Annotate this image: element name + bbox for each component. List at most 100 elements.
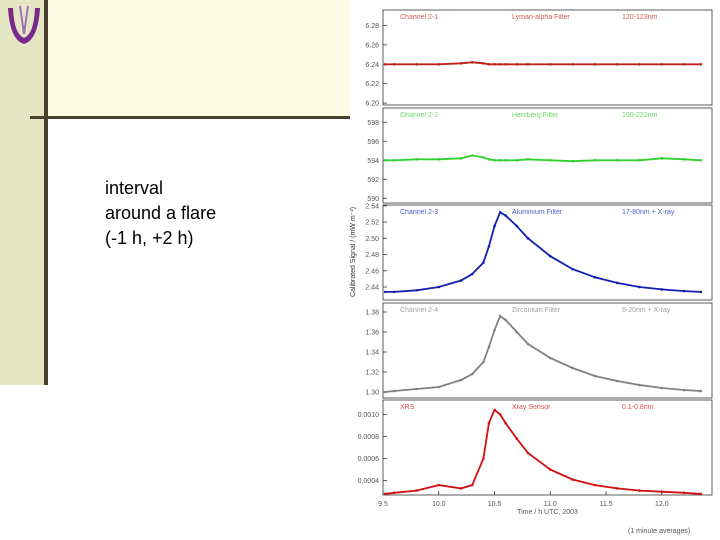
- header-rule: [30, 116, 350, 119]
- data-point: [383, 158, 387, 162]
- data-point: [571, 366, 574, 370]
- data-point: [593, 483, 597, 487]
- panel-annotation: 6-20nm + X-ray: [622, 307, 671, 314]
- data-point: [415, 62, 418, 66]
- data-point: [682, 491, 686, 495]
- data-point: [515, 437, 519, 440]
- data-point: [548, 158, 552, 162]
- data-point: [515, 158, 519, 162]
- panel-frame: [382, 204, 713, 301]
- data-point: [638, 489, 641, 492]
- data-point: [437, 483, 441, 487]
- data-point: [470, 154, 474, 157]
- data-point: [437, 285, 441, 289]
- panel-subtitle: Xray Sensor: [512, 404, 551, 411]
- data-point: [699, 492, 703, 496]
- data-point: [482, 62, 485, 65]
- data-point: [638, 62, 641, 66]
- side-bar: [44, 0, 48, 385]
- data-point: [459, 378, 463, 382]
- panel-annotation: 0.1-0.8nm: [622, 404, 654, 411]
- y-tick-label: 596: [367, 139, 379, 146]
- data-point: [593, 275, 597, 279]
- data-point: [548, 254, 552, 258]
- data-point: [470, 272, 474, 276]
- data-point: [504, 62, 507, 66]
- panel-title: XRS: [400, 404, 415, 411]
- data-point: [615, 379, 619, 383]
- data-point: [498, 211, 502, 214]
- panel-annotation: 120-123nm: [622, 14, 658, 21]
- data-point: [459, 487, 463, 490]
- header-band: [47, 0, 350, 117]
- data-point: [682, 289, 686, 293]
- data-point: [383, 290, 387, 294]
- data-point: [571, 159, 574, 163]
- y-tick-label: 590: [367, 196, 379, 203]
- data-point: [699, 389, 703, 393]
- panel-frame: [382, 399, 713, 496]
- data-point: [493, 62, 496, 66]
- y-tick-label: 6.20: [365, 101, 379, 108]
- data-point: [415, 288, 418, 292]
- data-point: [459, 157, 463, 160]
- data-point: [487, 62, 491, 66]
- data-point: [493, 158, 496, 162]
- data-point: [498, 314, 502, 318]
- footnote: (1 minute averages): [628, 528, 690, 535]
- y-tick-label: 6.26: [365, 42, 379, 49]
- data-point: [482, 360, 485, 364]
- data-point: [593, 158, 597, 162]
- y-tick-label: 0.0006: [358, 456, 380, 463]
- data-point: [392, 389, 396, 393]
- panel-frame: [382, 302, 713, 399]
- data-point: [504, 421, 507, 425]
- data-point: [459, 62, 463, 65]
- data-point: [615, 487, 619, 490]
- data-point: [526, 62, 530, 66]
- chart-figure: 6.20 6.22 6.24 6.26 6.28 Channel 2-1 Lyman-alp…: [350, 9, 713, 535]
- data-point: [660, 288, 664, 291]
- data-point: [487, 245, 491, 248]
- slide-text: interval: [105, 178, 163, 198]
- slide-text: around a flare: [105, 203, 216, 223]
- data-point: [392, 62, 396, 66]
- x-tick-label: 10.0: [432, 501, 446, 508]
- data-point: [571, 267, 574, 271]
- x-tick-label: 10.5: [488, 501, 502, 508]
- data-point: [548, 356, 552, 360]
- logo: [8, 8, 40, 44]
- side-strip: [0, 0, 47, 385]
- data-point: [482, 261, 485, 264]
- panel-subtitle: Lyman-alpha Filter: [512, 14, 570, 21]
- data-point: [487, 421, 491, 425]
- panel-title: Channel 2-1: [400, 14, 438, 21]
- y-tick-label: 1.30: [365, 390, 379, 397]
- data-point: [526, 158, 530, 161]
- data-point: [699, 290, 703, 294]
- data-point: [470, 61, 474, 64]
- data-point: [437, 62, 441, 66]
- data-point: [638, 158, 641, 162]
- panel-subtitle: Zirconium Filter: [512, 307, 561, 314]
- data-point: [498, 158, 502, 162]
- data-point: [415, 489, 418, 492]
- y-tick-label: 6.22: [365, 81, 379, 88]
- y-tick-label: 594: [367, 158, 379, 165]
- data-point: [515, 330, 519, 334]
- data-point: [571, 478, 574, 481]
- y-tick-label: 0.0008: [358, 434, 380, 441]
- y-tick-label: 0.0010: [358, 412, 380, 419]
- y-tick-label: 6.24: [365, 62, 379, 69]
- panel-title: Channel 2-4: [400, 307, 438, 314]
- panel-annotation: 17-80nm + X-ray: [622, 209, 675, 216]
- slide-text: (-1 h, +2 h): [105, 228, 194, 248]
- data-point: [660, 157, 664, 160]
- data-point: [504, 214, 507, 217]
- data-point: [383, 62, 387, 66]
- y-tick-label: 2.48: [365, 252, 379, 259]
- data-point: [699, 158, 703, 162]
- panel-title: Channel 2-2: [400, 112, 438, 119]
- data-point: [383, 492, 387, 496]
- data-point: [504, 318, 507, 322]
